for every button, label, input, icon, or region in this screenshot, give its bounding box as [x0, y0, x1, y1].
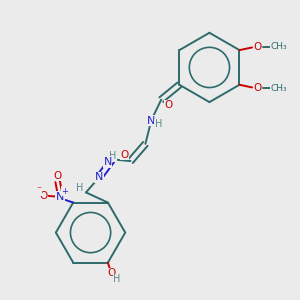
Text: O: O — [165, 100, 173, 110]
Text: O: O — [253, 42, 261, 52]
Text: N: N — [94, 172, 103, 182]
Text: H: H — [76, 184, 84, 194]
Text: +: + — [61, 187, 68, 196]
Text: ⁻: ⁻ — [36, 186, 41, 196]
Text: CH₃: CH₃ — [270, 42, 287, 51]
Text: N: N — [146, 116, 155, 126]
Text: H: H — [113, 274, 121, 284]
Text: H: H — [155, 119, 162, 129]
Text: O: O — [53, 171, 61, 181]
Text: O: O — [40, 190, 48, 201]
Text: N: N — [56, 192, 64, 202]
Text: O: O — [121, 150, 129, 160]
Text: N: N — [103, 157, 112, 167]
Text: H: H — [109, 151, 116, 161]
Text: O: O — [107, 268, 115, 278]
Text: CH₃: CH₃ — [270, 84, 287, 93]
Text: O: O — [253, 83, 261, 93]
